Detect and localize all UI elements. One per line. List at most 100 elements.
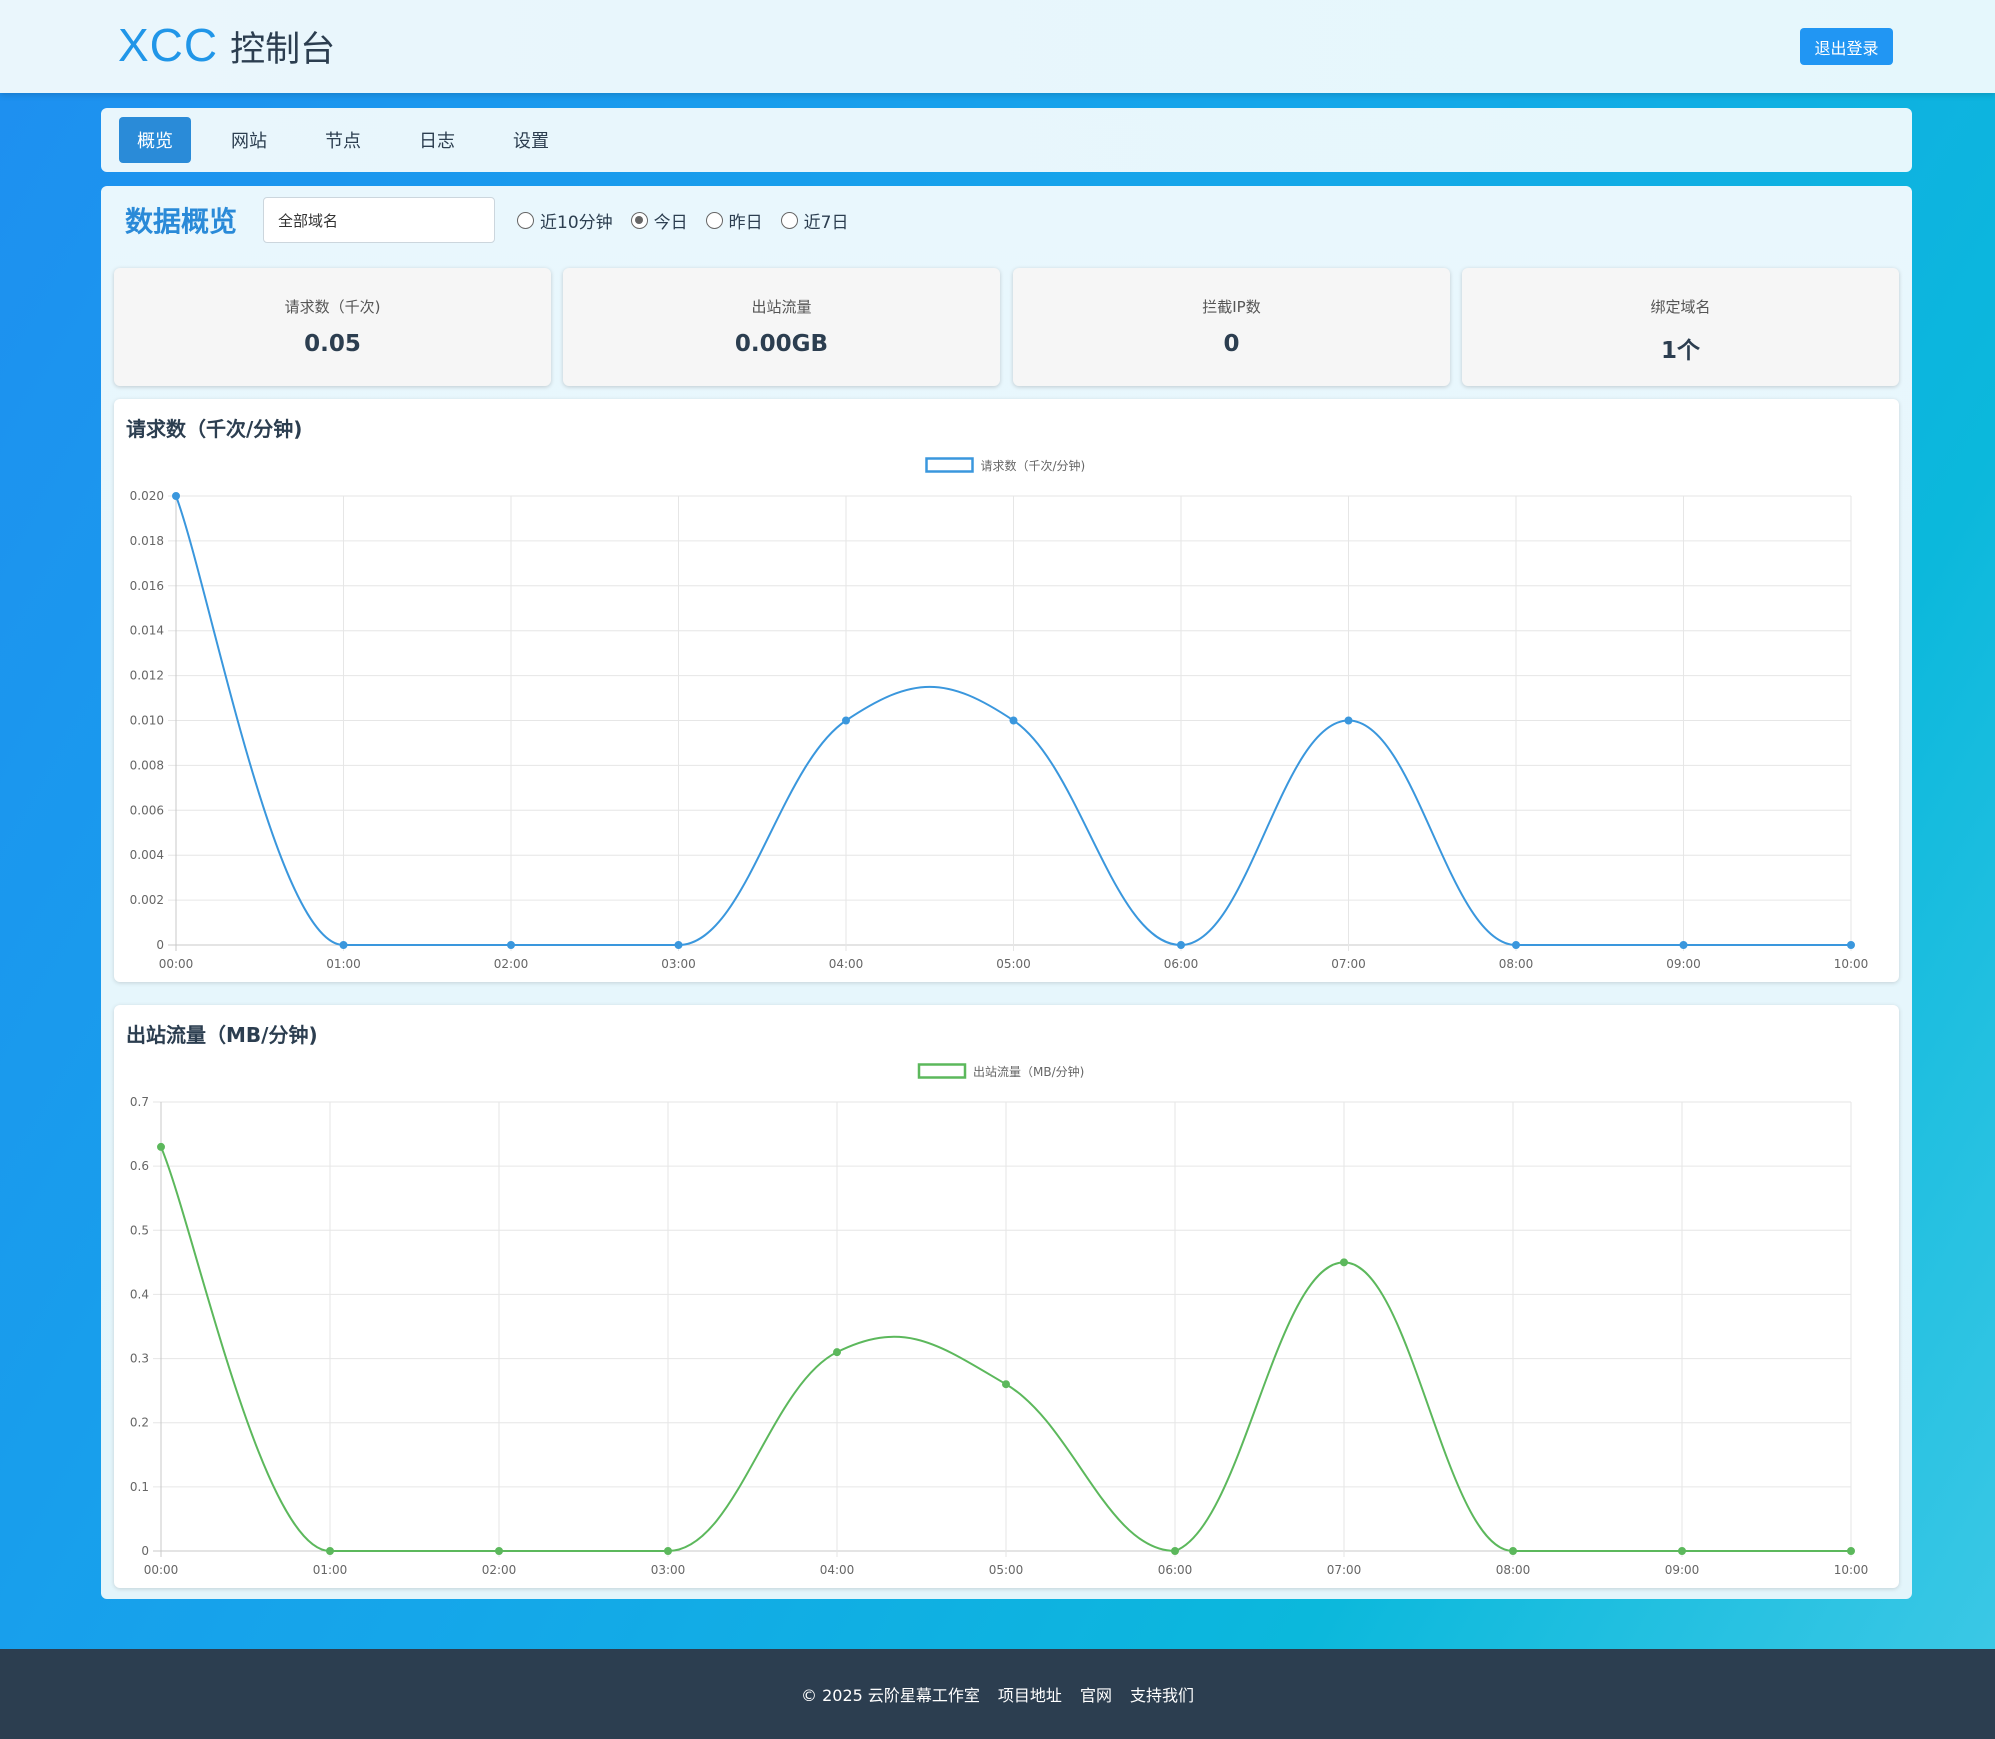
y-tick-label: 0 bbox=[141, 1544, 149, 1558]
data-point[interactable] bbox=[1512, 941, 1520, 949]
stat-card-blocked-ips: 拦截IP数 0 bbox=[1013, 268, 1450, 386]
data-point[interactable] bbox=[1678, 1547, 1686, 1555]
x-tick-label: 06:00 bbox=[1158, 1563, 1193, 1577]
stat-label: 拦截IP数 bbox=[1202, 298, 1261, 316]
stat-label: 绑定域名 bbox=[1650, 298, 1711, 316]
data-point[interactable] bbox=[842, 716, 850, 725]
radio-button-icon[interactable] bbox=[517, 211, 535, 229]
traffic-chart-card: 出站流量（MB/分钟) 出站流量（MB/分钟) 0 0.1 0.2 0.3 0.4 0.5 0… bbox=[114, 1005, 1899, 1588]
data-point[interactable] bbox=[664, 1547, 672, 1555]
x-tick-label: 01:00 bbox=[326, 957, 361, 971]
data-point[interactable] bbox=[495, 1547, 503, 1555]
radio-last-7-days[interactable]: 近7日 bbox=[780, 208, 849, 233]
top-bar: XCC 控制台 退出登录 bbox=[0, 0, 1995, 93]
x-tick-label: 09:00 bbox=[1665, 1563, 1700, 1577]
radio-button-icon[interactable] bbox=[780, 211, 798, 229]
data-point[interactable] bbox=[1171, 1547, 1179, 1555]
data-point[interactable] bbox=[1847, 1547, 1855, 1555]
y-tick-label: 0.5 bbox=[130, 1223, 149, 1237]
y-tick-label: 0.008 bbox=[130, 758, 164, 772]
stat-label: 出站流量 bbox=[751, 298, 812, 316]
x-tick-label: 07:00 bbox=[1327, 1563, 1362, 1577]
stat-card-requests: 请求数（千次) 0.05 bbox=[114, 268, 551, 386]
x-tick-label: 10:00 bbox=[1834, 957, 1869, 971]
x-tick-label: 10:00 bbox=[1834, 1563, 1869, 1577]
data-point[interactable] bbox=[1679, 941, 1688, 949]
footer-link-official-site[interactable]: 官网 bbox=[1079, 1686, 1112, 1705]
chart-legend[interactable]: 请求数（千次/分钟) bbox=[925, 457, 1086, 473]
x-tick-label: 01:00 bbox=[313, 1563, 348, 1577]
chart-legend[interactable]: 出站流量（MB/分钟) bbox=[917, 1063, 1084, 1079]
logo: XCC 控制台 bbox=[118, 18, 335, 78]
y-tick-label: 0.3 bbox=[130, 1352, 149, 1366]
stat-value: 0.05 bbox=[304, 331, 361, 357]
y-tick-label: 0.1 bbox=[130, 1480, 149, 1494]
footer-copyright: © 2025 云阶星幕工作室 bbox=[801, 1686, 980, 1705]
x-tick-label: 04:00 bbox=[829, 957, 864, 971]
y-tick-label: 0.2 bbox=[130, 1416, 149, 1430]
data-point[interactable] bbox=[326, 1547, 334, 1555]
x-tick-label: 00:00 bbox=[159, 957, 194, 971]
x-tick-label: 00:00 bbox=[144, 1563, 179, 1577]
domain-select-input[interactable] bbox=[263, 197, 496, 243]
data-point[interactable] bbox=[1002, 1380, 1010, 1389]
data-point[interactable] bbox=[339, 941, 348, 949]
x-tick-label: 05:00 bbox=[989, 1563, 1024, 1577]
x-tick-label: 02:00 bbox=[494, 957, 529, 971]
nav-tab-logs[interactable]: 日志 bbox=[419, 131, 455, 152]
nav-tab-overview[interactable]: 概览 bbox=[119, 117, 191, 163]
radio-button-checked-icon[interactable] bbox=[630, 211, 648, 229]
stat-value: 0 bbox=[1223, 331, 1240, 357]
data-point[interactable] bbox=[507, 941, 515, 949]
radio-last-10-min[interactable]: 近10分钟 bbox=[517, 208, 613, 233]
x-tick-label: 06:00 bbox=[1164, 957, 1199, 971]
overview-header: 数据概览 近10分钟 今日 昨日 近7日 bbox=[125, 196, 866, 244]
x-tick-label: 03:00 bbox=[661, 957, 696, 971]
chart-title: 出站流量（MB/分钟) bbox=[126, 1023, 318, 1047]
footer-link-project[interactable]: 项目地址 bbox=[997, 1686, 1062, 1705]
logout-button[interactable]: 退出登录 bbox=[1800, 28, 1893, 65]
page-title: 数据概览 bbox=[125, 205, 238, 238]
requests-chart-card: 请求数（千次/分钟) 请求数（千次/分钟) 0 0.002 0.004 0.006 0.0… bbox=[114, 399, 1899, 982]
x-tick-label: 09:00 bbox=[1666, 957, 1701, 971]
nav-tab-nodes[interactable]: 节点 bbox=[325, 131, 361, 152]
y-tick-label: 0.010 bbox=[130, 714, 164, 728]
legend-label: 请求数（千次/分钟) bbox=[981, 458, 1086, 473]
radio-yesterday[interactable]: 昨日 bbox=[705, 208, 763, 233]
x-tick-label: 08:00 bbox=[1499, 957, 1534, 971]
data-point[interactable] bbox=[1177, 941, 1185, 949]
data-point[interactable] bbox=[1509, 1547, 1517, 1555]
y-tick-label: 0.018 bbox=[130, 534, 164, 548]
stat-value: 0.00GB bbox=[734, 331, 829, 357]
legend-swatch bbox=[925, 457, 974, 473]
legend-label: 出站流量（MB/分钟) bbox=[973, 1064, 1084, 1079]
data-point[interactable] bbox=[833, 1348, 841, 1357]
y-tick-label: 0.6 bbox=[130, 1159, 149, 1173]
nav-tab-settings[interactable]: 设置 bbox=[513, 131, 549, 152]
footer: © 2025 云阶星幕工作室 项目地址 官网 支持我们 bbox=[0, 1649, 1995, 1739]
data-point[interactable] bbox=[1847, 941, 1855, 949]
data-point[interactable] bbox=[1009, 716, 1018, 725]
time-range-radio-group: 近10分钟 今日 昨日 近7日 bbox=[517, 208, 866, 233]
data-point[interactable] bbox=[1344, 716, 1353, 725]
y-tick-label: 0.7 bbox=[130, 1095, 149, 1109]
radio-label: 今日 bbox=[653, 212, 688, 233]
logo-title: 控制台 bbox=[230, 30, 336, 70]
stat-label: 请求数（千次) bbox=[284, 298, 381, 316]
y-tick-label: 0.002 bbox=[130, 893, 164, 907]
radio-button-icon[interactable] bbox=[705, 211, 723, 229]
traffic-line-chart: 出站流量（MB/分钟) 0 0.1 0.2 0.3 0.4 0.5 0.6 0.7 00:00 01… bbox=[130, 1063, 1869, 1577]
nav-tab-websites[interactable]: 网站 bbox=[231, 131, 267, 152]
legend-swatch bbox=[917, 1063, 967, 1079]
data-point[interactable] bbox=[172, 492, 180, 500]
main-nav: 概览 网站 节点 日志 设置 bbox=[101, 108, 1912, 172]
radio-today[interactable]: 今日 bbox=[630, 208, 688, 233]
footer-link-support[interactable]: 支持我们 bbox=[1129, 1686, 1194, 1705]
y-tick-label: 0.014 bbox=[130, 624, 164, 638]
data-point[interactable] bbox=[157, 1142, 165, 1151]
radio-label: 近7日 bbox=[803, 212, 849, 233]
stat-card-bound-domains: 绑定域名 1个 bbox=[1462, 268, 1899, 386]
x-tick-label: 07:00 bbox=[1331, 957, 1366, 971]
data-point[interactable] bbox=[674, 941, 683, 949]
data-point[interactable] bbox=[1340, 1258, 1348, 1267]
